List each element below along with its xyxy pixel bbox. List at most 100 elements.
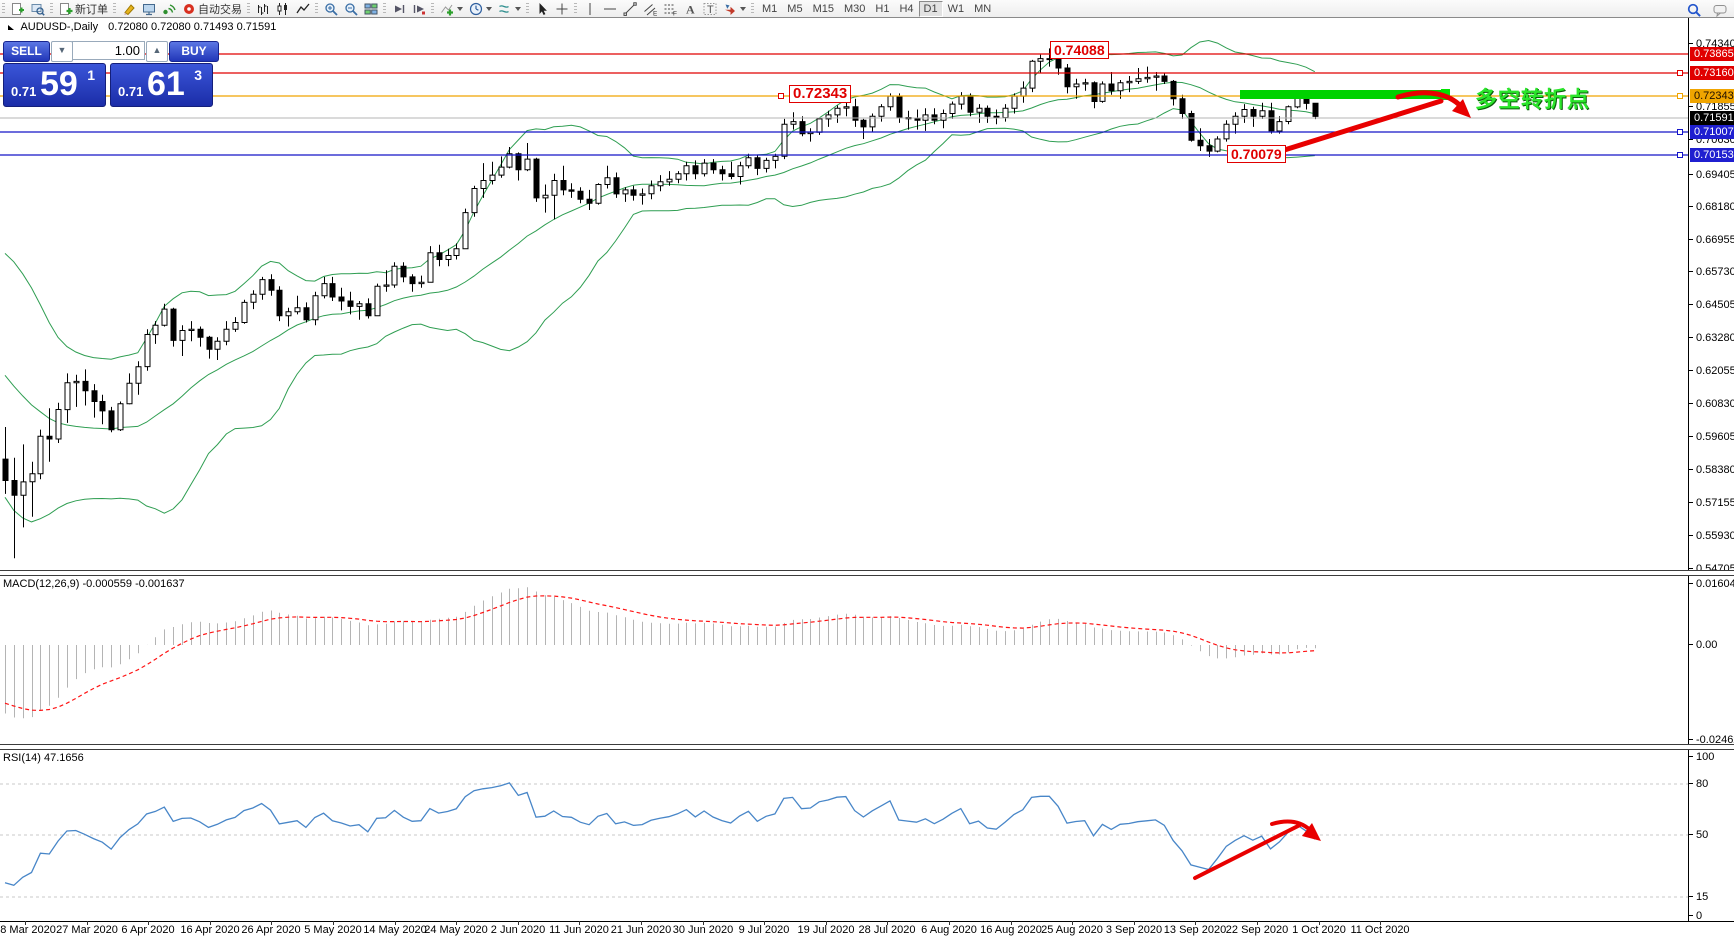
date-axis-label: 11 Oct 2020	[1350, 924, 1410, 936]
bid-price-prefix: 0.71	[11, 84, 37, 99]
timeframe-mn-button[interactable]: MN	[974, 2, 992, 15]
volume-input[interactable]: 1.00	[72, 41, 145, 60]
line-chart-icon[interactable]	[293, 0, 313, 17]
chart-shift-icon[interactable]	[409, 0, 429, 17]
zoom-out-icon[interactable]	[341, 0, 361, 17]
equidistant-channel-icon[interactable]: E	[640, 0, 660, 17]
macd-pane[interactable]	[0, 574, 1688, 744]
chart-window: 0.74340 0.71855 0.70630 0.69405 0.68180 0.669…	[0, 17, 1734, 940]
date-axis-tick	[1319, 921, 1320, 925]
date-axis-label: 25 Aug 2020	[1041, 924, 1103, 936]
price-axis-label: 0.68180	[1689, 201, 1734, 213]
volume-decrease-button[interactable]: ▼	[51, 41, 73, 62]
chevron-down-icon[interactable]	[515, 6, 521, 11]
timeframe-h1-button[interactable]: H1	[875, 2, 890, 15]
candlestick-chart-icon[interactable]	[273, 0, 293, 17]
chevron-down-icon[interactable]	[457, 6, 463, 11]
date-axis-tick	[764, 921, 765, 925]
toolbar-grip	[751, 2, 754, 15]
price-axis-label: 0.00	[1689, 639, 1734, 651]
timeframe-m30-button[interactable]: M30	[843, 2, 866, 15]
price-axis-label: 0.55930	[1689, 530, 1734, 542]
new-order-button[interactable]: 新订单	[56, 0, 111, 17]
turning-point-annotation[interactable]: 多空转折点	[1475, 87, 1591, 112]
timeframe-m15-button[interactable]: M15	[812, 2, 834, 15]
date-axis-tick	[87, 921, 88, 925]
community-chat-icon[interactable]	[1710, 1, 1730, 18]
fibonacci-icon[interactable]: F	[660, 0, 680, 17]
arrows-icon[interactable]	[720, 0, 749, 17]
crosshair-icon[interactable]	[552, 0, 572, 17]
date-axis-label: 3 Sep 2020	[1105, 924, 1163, 936]
pane-separator[interactable]	[0, 570, 1734, 576]
sell-button[interactable]: SELL	[3, 41, 50, 62]
chevron-down-icon[interactable]	[486, 6, 492, 11]
price-level-badge: 0.72343	[1690, 89, 1734, 103]
price-callout-label[interactable]: 0.74088	[1050, 41, 1109, 59]
auto-trading-button[interactable]: 自动交易	[179, 0, 245, 17]
ohlc-values: 0.72080 0.72080 0.71493 0.71591	[108, 21, 277, 33]
date-axis-tick	[887, 921, 888, 925]
bid-price-button[interactable]: 0.71 59 1	[3, 63, 106, 107]
buy-button[interactable]: BUY	[169, 41, 219, 62]
text-label-icon[interactable]: T	[700, 0, 720, 17]
zoom-in-icon[interactable]	[321, 0, 341, 17]
svg-text:E: E	[653, 10, 657, 16]
templates-button[interactable]	[495, 0, 524, 17]
price-axis-label: -0.024625	[1689, 734, 1734, 746]
price-axis-label: 0.63280	[1689, 332, 1734, 344]
timeframe-d1-button[interactable]: D1	[918, 0, 943, 17]
price-callout-label[interactable]: 0.70079	[1227, 145, 1286, 163]
price-axis-label: 0.60830	[1689, 398, 1734, 410]
macd-indicator-label: MACD(12,26,9) -0.000559 -0.001637	[3, 578, 185, 590]
auto-scroll-icon[interactable]	[389, 0, 409, 17]
crayon-icon[interactable]	[119, 0, 139, 17]
ask-price-button[interactable]: 0.71 61 3	[110, 63, 213, 107]
date-axis-label: 30 Jun 2020	[672, 924, 734, 936]
toolbar-grip	[574, 2, 577, 15]
volume-increase-button[interactable]: ▲	[146, 41, 168, 62]
price-axis-label: 0.57155	[1689, 497, 1734, 509]
price-axis-label: 0.69405	[1689, 169, 1734, 181]
price-axis-label: 0.58380	[1689, 464, 1734, 476]
trendline-icon[interactable]	[620, 0, 640, 17]
bar-chart-icon[interactable]	[253, 0, 273, 17]
indicators-button[interactable]	[437, 0, 466, 17]
chart-profile-icon[interactable]	[28, 0, 48, 17]
search-icon[interactable]	[1684, 1, 1704, 18]
rsi-pane[interactable]	[0, 748, 1688, 922]
horizontal-line-icon[interactable]	[600, 0, 620, 17]
timeframe-w1-button[interactable]: W1	[947, 2, 965, 15]
timeframe-m1-button[interactable]: M1	[762, 2, 778, 15]
price-callout-label[interactable]: 0.72343	[789, 85, 852, 103]
timeframe-m5-button[interactable]: M5	[787, 2, 803, 15]
signals-icon[interactable]	[159, 0, 179, 17]
date-axis-label: 21 Jun 2020	[610, 924, 672, 936]
date-axis-tick	[518, 921, 519, 925]
price-axis-label: 50	[1689, 829, 1734, 841]
price-axis-label: 15	[1689, 891, 1734, 903]
date-axis-label: 9 Jul 2020	[738, 924, 790, 936]
vertical-line-icon[interactable]	[580, 0, 600, 17]
price-axis-label: 0.59605	[1689, 431, 1734, 443]
text-icon[interactable]: A	[680, 0, 700, 17]
date-axis-tick	[703, 921, 704, 925]
chevron-down-icon[interactable]	[740, 6, 746, 11]
date-axis-tick	[271, 921, 272, 925]
timeframe-h4-button[interactable]: H4	[899, 2, 914, 15]
date-axis-tick	[1011, 921, 1012, 925]
tile-windows-icon[interactable]	[361, 0, 381, 17]
new-chart-icon[interactable]	[8, 0, 28, 17]
periods-button[interactable]	[466, 0, 495, 17]
price-axis-label: 0.64505	[1689, 299, 1734, 311]
cursor-icon[interactable]	[532, 0, 552, 17]
date-axis-label: 6 Aug 2020	[921, 924, 977, 936]
rsi-indicator-label: RSI(14) 47.1656	[3, 752, 84, 764]
date-axis-label: 16 Aug 2020	[980, 924, 1042, 936]
pane-separator[interactable]	[0, 744, 1734, 750]
date-axis-tick	[949, 921, 950, 925]
date-axis-label: 27 Mar 2020	[56, 924, 118, 936]
market-watch-icon[interactable]	[139, 0, 159, 17]
date-axis-label: 24 May 2020	[424, 924, 488, 936]
toolbar-grip	[247, 2, 250, 15]
